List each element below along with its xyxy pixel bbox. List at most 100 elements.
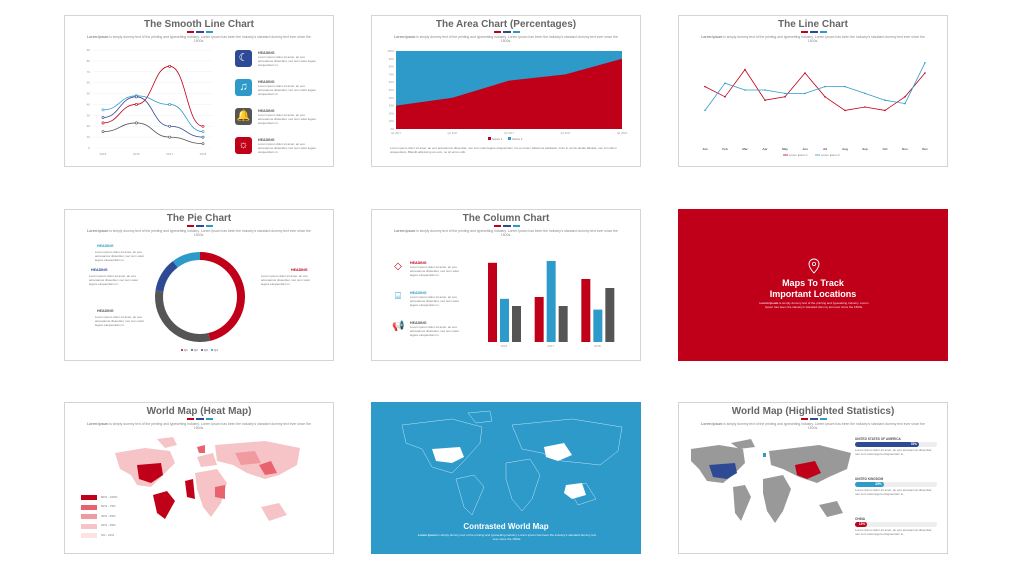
data-point — [784, 92, 786, 95]
slide-heat-map[interactable]: World Map (Heat Map) Lorem Ipsum is simp… — [64, 402, 334, 554]
series-line — [102, 122, 204, 145]
data-point — [724, 96, 726, 98]
y-tick-label: 10% — [389, 119, 395, 123]
stat-bar-fill: 15% — [855, 521, 868, 527]
slide-pie-chart[interactable]: The Pie Chart Lorem Ipsum is simply dumm… — [64, 209, 334, 361]
y-tick-label: 90 — [87, 48, 91, 52]
stat-value: 15% — [858, 521, 866, 526]
legend-swatch — [211, 349, 213, 351]
data-point — [201, 142, 205, 146]
donut-slice — [155, 290, 211, 342]
slide-title: The Pie Chart — [166, 213, 232, 224]
slide-area-chart[interactable]: The Area Chart (Percentages) Lorem Ipsum… — [371, 15, 641, 167]
stats-world-map — [691, 439, 851, 523]
y-tick-label: 70% — [389, 72, 395, 76]
y-tick-label: 90% — [389, 57, 395, 61]
donut-chart: Q1 Q2 Q3 Q4 — [155, 252, 246, 352]
legend-swatch — [81, 495, 97, 500]
slide-subtitle: Lorem Ipsum is simply dummy text of the … — [394, 229, 618, 238]
series-line — [704, 68, 926, 111]
data-point — [201, 135, 205, 139]
x-tick-label: 2016 — [100, 152, 107, 156]
data-point — [764, 99, 766, 101]
data-point — [101, 121, 105, 125]
data-point — [804, 72, 806, 74]
y-tick-label: 100% — [387, 49, 394, 53]
data-point — [904, 96, 906, 98]
data-point — [824, 96, 826, 98]
stat-text: Lorem ipsum dolor sit amet, an eos accus… — [855, 448, 933, 456]
title-decoration — [494, 225, 520, 227]
slide-contrasted-world-map[interactable]: Contrasted World Map Lorem Ipsum is simp… — [371, 402, 641, 554]
legend-label: 80% - 100% — [101, 494, 118, 499]
slide-subtitle: Lorem Ipsum is simply dummy text of the … — [417, 533, 597, 541]
data-point — [168, 124, 172, 128]
slide-subtitle: Lorem Ipsum is simply dummy text of the … — [701, 422, 925, 431]
slide-column-chart[interactable]: The Column Chart Lorem Ipsum is simply d… — [371, 209, 641, 361]
item-heading: HEADING — [258, 51, 275, 55]
data-point — [704, 85, 706, 88]
pie-heading-3: HEADING — [97, 309, 114, 313]
legend-swatch — [201, 349, 203, 351]
location-pin-icon — [808, 258, 820, 274]
legend-label: 20% - 39% — [101, 523, 116, 527]
y-tick-label: 60% — [389, 80, 395, 84]
stat-bar-track — [855, 482, 937, 487]
stat-value: 78% — [910, 441, 917, 446]
x-tick-label: Apr — [762, 147, 768, 151]
megaphone-icon: 📢 — [392, 321, 405, 332]
x-tick-label: May — [782, 147, 788, 151]
item-heading: HEADING — [410, 321, 427, 325]
x-tick-label: Jul — [823, 147, 828, 151]
x-tick-label: 2018 — [200, 152, 207, 156]
y-tick-label: 80% — [389, 65, 395, 69]
legend-swatch — [191, 349, 193, 351]
x-tick-label: Q2 2017 — [448, 131, 459, 135]
maps-subtitle: Lorem Ipsum is simply dummy text of the … — [759, 301, 869, 309]
area-chart: 0% 10% 20% 30% 40% 50% 60% 70% 80% 90% 100% Q1 2017… — [387, 49, 628, 141]
column-bar — [534, 297, 544, 342]
stat-label: UNITED STATES OF AMERICA — [855, 437, 901, 441]
bell-icon: 🔔 — [235, 108, 252, 125]
slide-maps-track[interactable]: Maps To Track Important Locations Lorem I… — [678, 209, 948, 361]
column-bar — [500, 298, 509, 342]
y-tick-label: 30% — [389, 104, 395, 108]
data-point — [784, 96, 786, 98]
legend-label: Q1 — [184, 348, 188, 352]
data-point — [924, 62, 926, 64]
x-tick-label: Jan — [702, 147, 707, 151]
legend-swatch — [508, 137, 511, 140]
data-point — [134, 95, 138, 99]
data-point — [824, 85, 826, 88]
x-tick-label: 2017 — [547, 344, 554, 348]
x-tick-label: Q3 2017 — [504, 131, 515, 135]
slide-smooth-line-chart[interactable]: The Smooth Line Chart Lorem Ipsum is sim… — [64, 15, 334, 167]
data-point — [844, 85, 846, 88]
data-point — [168, 64, 172, 68]
data-point — [744, 89, 746, 91]
pie-text-2: Lorem ipsum dolor sit amet, an eos accus… — [89, 274, 138, 286]
data-point — [704, 109, 706, 112]
stat-bar-track — [855, 522, 937, 527]
slide-line-chart[interactable]: The Line Chart Lorem Ipsum is simply dum… — [678, 15, 948, 167]
title-decoration — [801, 31, 827, 33]
data-point — [864, 92, 866, 95]
slide-title: The Line Chart — [777, 19, 848, 30]
data-point — [904, 102, 906, 105]
slide-subtitle: Lorem Ipsum is simply dummy text of the … — [394, 35, 618, 44]
series-line — [102, 96, 204, 138]
item-text: Lorem ipsum dolor sit amet, an eos accus… — [258, 142, 317, 154]
stat-label: CHINA — [855, 517, 866, 521]
title-decoration — [494, 31, 520, 33]
y-tick-label: 20% — [389, 111, 395, 115]
column-bar — [593, 309, 603, 342]
donut-slice — [200, 252, 246, 341]
slide-title: World Map (Highlighted Statistics) — [731, 406, 895, 417]
x-tick-label: Nov — [902, 147, 908, 151]
pie-text-4: Lorem ipsum dolor sit amet, an eos accus… — [261, 274, 310, 286]
y-tick-label: 40 — [87, 102, 91, 106]
slide-subtitle: Lorem Ipsum is simply dummy text of the … — [87, 422, 311, 431]
data-point — [134, 121, 138, 125]
slide-highlighted-statistics[interactable]: World Map (Highlighted Statistics) Lorem… — [678, 402, 948, 554]
x-tick-label: Q1 2018 — [617, 131, 628, 135]
